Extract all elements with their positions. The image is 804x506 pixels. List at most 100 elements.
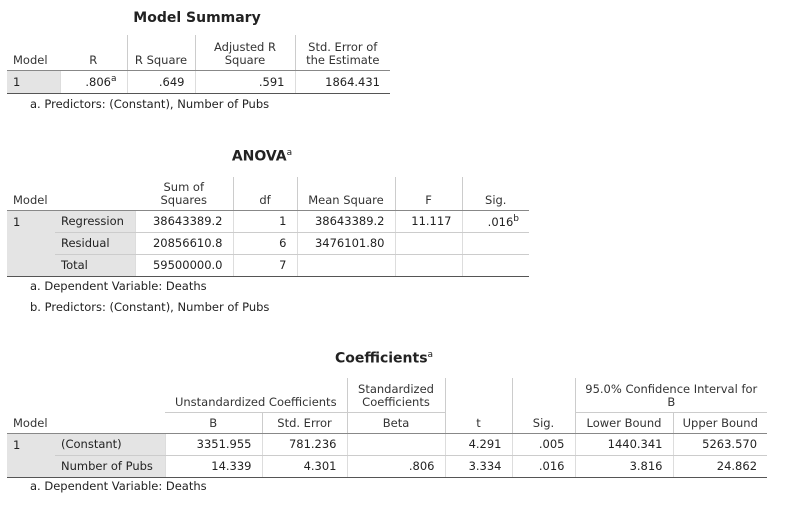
- cell: .591: [194, 70, 295, 94]
- header-line: Model: [13, 52, 48, 67]
- header-line: B: [209, 415, 218, 430]
- footnote: b. Predictors: (Constant), Number of Pub…: [30, 300, 270, 314]
- cell: 11.117: [394, 210, 462, 233]
- column-header: R Square: [126, 35, 195, 71]
- header-line: Standardized: [358, 381, 434, 396]
- cell: 20856610.8: [134, 232, 233, 255]
- header-line: Upper Bound: [682, 415, 758, 430]
- cell: 4.291: [444, 433, 512, 456]
- column-header: B: [165, 412, 262, 434]
- cell: [346, 433, 445, 456]
- model-cell: 1: [7, 70, 60, 94]
- cell: 1440.341: [574, 433, 673, 456]
- header-line: Std. Error: [277, 415, 332, 430]
- row-label: Regression: [55, 210, 135, 233]
- cell: 59500000.0: [134, 254, 233, 277]
- column-header: Model: [7, 35, 60, 71]
- row-label: (Constant): [55, 433, 165, 456]
- header-row: Model Unstandardized Coefficients Standa…: [7, 378, 768, 434]
- cell: 3.816: [574, 455, 673, 478]
- cell: .649: [126, 70, 195, 94]
- header-line: t: [476, 415, 481, 430]
- title-text: Coefficients: [334, 350, 428, 367]
- title-text: Model Summary: [133, 10, 261, 26]
- header-row: Model Sum of Squares df Mean Square F Sig…: [7, 177, 529, 211]
- column-header: t: [444, 378, 512, 434]
- data-row: 1 (Constant) 3351.955 781.236 4.291 .005…: [7, 433, 768, 478]
- header-line: the Estimate: [306, 52, 380, 67]
- superscript: a: [286, 148, 293, 158]
- group-header: Standardized Coefficients: [346, 378, 445, 413]
- cell: 1: [232, 210, 297, 233]
- cell: 14.339: [164, 455, 262, 478]
- column-header: Upper Bound: [672, 412, 768, 434]
- value: .016: [487, 214, 514, 229]
- header-line: F: [425, 192, 432, 207]
- header-line: R Square: [134, 52, 188, 67]
- column-header: Model: [7, 177, 135, 211]
- cell: [296, 254, 395, 277]
- column-header: Std. Error: [261, 412, 347, 434]
- superscript: b: [513, 213, 519, 224]
- cell: [461, 254, 529, 277]
- row-label: Residual: [55, 232, 135, 255]
- header-line: Beta: [382, 415, 410, 430]
- cell: 7: [232, 254, 297, 277]
- header-line: Model: [13, 415, 48, 430]
- table: Model R R Square Adjusted R Square Std. E…: [7, 35, 390, 94]
- model-cell: 1: [7, 210, 55, 277]
- column-header: Lower Bound: [574, 412, 673, 434]
- column-header: Beta: [346, 412, 445, 434]
- cell: 3.334: [444, 455, 512, 478]
- header-row: Model R R Square Adjusted R Square Std. E…: [7, 35, 390, 71]
- column-header: Mean Square: [296, 177, 395, 211]
- cell: 3476101.80: [296, 232, 395, 255]
- data-row: Residual 20856610.8 6 3476101.80: [7, 232, 529, 255]
- column-header: Model: [7, 378, 165, 434]
- coefficients-table: Model Unstandardized Coefficients Standa…: [7, 378, 768, 478]
- cell: .806a: [59, 70, 127, 94]
- table-title: Coefficientsa: [335, 350, 433, 367]
- column-header: Sig.: [461, 177, 529, 211]
- cell: 6: [232, 232, 297, 255]
- data-row: Number of Pubs 14.339 4.301 .806 3.334 .…: [7, 455, 768, 478]
- cell: [461, 232, 529, 255]
- column-header: Adjusted R Square: [194, 35, 295, 71]
- header-line: df: [259, 192, 271, 207]
- footnote: a. Dependent Variable: Deaths: [30, 479, 207, 493]
- cell: .016b: [461, 210, 529, 233]
- header-line: R: [89, 52, 98, 67]
- cell: .016: [511, 455, 575, 478]
- cell: .005: [511, 433, 575, 456]
- superscript: a: [427, 350, 434, 360]
- cell: 38643389.2: [134, 210, 233, 233]
- model-cell: 1: [7, 433, 55, 478]
- header-line: Model: [13, 192, 48, 207]
- header-line: Sum of: [163, 179, 205, 194]
- table-title: ANOVAa: [232, 148, 292, 165]
- column-header: Sum of Squares: [135, 177, 233, 211]
- title-text: ANOVA: [231, 148, 287, 165]
- header-row: B Std. Error Beta Lower Bound Upper Boun…: [7, 412, 768, 434]
- data-row: 1 Regression 38643389.2 1 38643389.2 11.…: [7, 210, 529, 277]
- header-line: Lower Bound: [586, 415, 662, 430]
- cell: 1864.431: [294, 70, 390, 94]
- header-line: Std. Error of: [308, 39, 378, 54]
- tbody: Model Unstandardized Coefficients Standa…: [7, 378, 768, 478]
- anova-table: Model Sum of Squares df Mean Square F Sig…: [7, 177, 529, 277]
- value: .806: [85, 74, 111, 89]
- tbody: Model R R Square Adjusted R Square Std. E…: [7, 35, 390, 94]
- cell: 781.236: [261, 433, 347, 456]
- header-line: Sig.: [532, 415, 555, 430]
- header-line: Square: [224, 52, 266, 67]
- table: Model Unstandardized Coefficients Standa…: [7, 378, 768, 478]
- header-line: Coefficients: [362, 394, 430, 409]
- header-line: Adjusted R: [214, 39, 276, 54]
- cell: 38643389.2: [296, 210, 395, 233]
- column-header: Std. Error of the Estimate: [294, 35, 390, 71]
- cell: 4.301: [261, 455, 347, 478]
- row-label: Total: [55, 254, 135, 277]
- column-header: Sig.: [511, 378, 575, 434]
- header-line: Squares: [160, 192, 207, 207]
- cell: [394, 232, 462, 255]
